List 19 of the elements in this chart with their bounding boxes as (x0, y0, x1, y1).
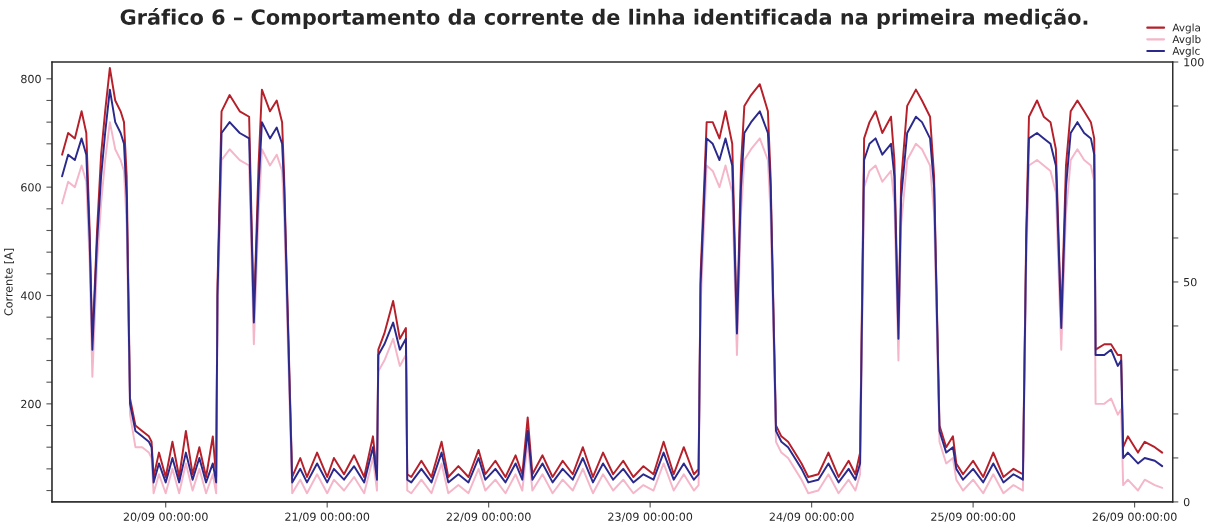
legend-label: Avglb (1172, 35, 1201, 46)
x-tick-label: 26/09 00:00:00 (1092, 512, 1177, 522)
y-tick-label: 200 (21, 399, 41, 409)
y2-tick-label: 100 (1184, 57, 1204, 67)
x-tick-label: 20/09 00:00:00 (123, 512, 208, 522)
y2-tick-label: 50 (1184, 277, 1197, 287)
y-tick-label: 600 (21, 183, 41, 192)
legend-label: Avgla (1172, 23, 1200, 34)
x-tick-label: 25/09 00:00:00 (931, 512, 1016, 522)
chart-title: Gráfico 6 – Comportamento da corrente de linha identificada na primeira medição. (120, 7, 1088, 29)
y-tick-label: 800 (21, 74, 41, 84)
x-tick-label: 23/09 00:00:00 (608, 512, 693, 522)
y-tick-label: 400 (20, 291, 41, 300)
y2-tick-label: 0 (1183, 497, 1190, 507)
legend-label: Avglc (1172, 46, 1200, 57)
x-tick-label: 22/09 00:00:00 (446, 512, 531, 522)
y-axis-title: Corrente [A] (4, 248, 14, 316)
x-tick-label: 21/09 00:00:00 (285, 512, 370, 522)
x-tick-label: 24/09 00:00:00 (769, 512, 854, 522)
